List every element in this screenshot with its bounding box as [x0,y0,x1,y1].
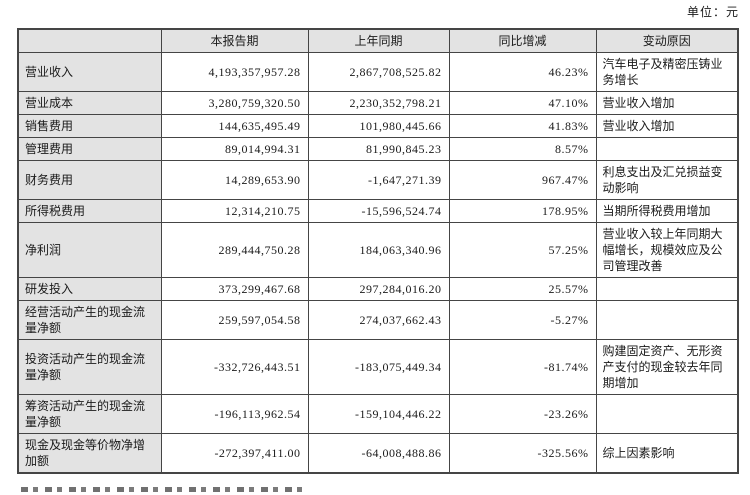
truncated-text-line [21,487,304,492]
current-period-value: 4,193,357,957.28 [160,52,309,92]
row-label: 净利润 [17,222,162,278]
prior-period-value: -64,008,488.86 [307,433,450,474]
current-period-value: 12,314,210.75 [160,199,309,223]
header-yoy-change: 同比增减 [448,28,597,53]
table-row: 营业成本 3,280,759,320.50 2,230,352,798.21 4… [17,91,739,115]
table-body: 营业收入 4,193,357,957.28 2,867,708,525.82 4… [17,52,739,474]
current-period-value: 3,280,759,320.50 [160,91,309,115]
current-period-value: 144,635,495.49 [160,114,309,138]
change-reason [595,277,739,301]
row-label: 经营活动产生的现金流量净额 [17,300,162,340]
change-reason [595,137,739,161]
current-period-value: 289,444,750.28 [160,222,309,278]
yoy-change-value: 967.47% [448,160,597,200]
change-reason: 汽车电子及精密压铸业务增长 [595,52,739,92]
row-label: 研发投入 [17,277,162,301]
current-period-value: -196,113,962.54 [160,394,309,434]
row-label: 财务费用 [17,160,162,200]
yoy-change-value: 8.57% [448,137,597,161]
header-prior-period: 上年同期 [307,28,450,53]
yoy-change-value: 178.95% [448,199,597,223]
change-reason: 当期所得税费用增加 [595,199,739,223]
table-row: 管理费用 89,014,994.31 81,990,845.23 8.57% [17,137,739,161]
header-current-period: 本报告期 [160,28,309,53]
yoy-change-value: -325.56% [448,433,597,474]
table-row: 所得税费用 12,314,210.75 -15,596,524.74 178.9… [17,199,739,223]
unit-label: 单位：元 [686,5,739,19]
prior-period-value: 297,284,016.20 [307,277,450,301]
yoy-change-value: -5.27% [448,300,597,340]
yoy-change-value: 25.57% [448,277,597,301]
table-row: 现金及现金等价物净增加额 -272,397,411.00 -64,008,488… [17,433,739,474]
table-row: 研发投入 373,299,467.68 297,284,016.20 25.57… [17,277,739,301]
change-reason: 营业收入较上年同期大幅增长，规模效应及公司管理改善 [595,222,739,278]
prior-period-value: -159,104,446.22 [307,394,450,434]
prior-period-value: 184,063,340.96 [307,222,450,278]
yoy-change-value: 41.83% [448,114,597,138]
row-label: 营业成本 [17,91,162,115]
prior-period-value: 101,980,445.66 [307,114,450,138]
yoy-change-value: -81.74% [448,339,597,395]
row-label: 现金及现金等价物净增加额 [17,433,162,474]
prior-period-value: 274,037,662.43 [307,300,450,340]
table-row: 营业收入 4,193,357,957.28 2,867,708,525.82 4… [17,52,739,92]
current-period-value: 373,299,467.68 [160,277,309,301]
change-reason: 营业收入增加 [595,91,739,115]
yoy-change-value: 46.23% [448,52,597,92]
prior-period-value: 2,867,708,525.82 [307,52,450,92]
table-row: 经营活动产生的现金流量净额 259,597,054.58 274,037,662… [17,300,739,340]
prior-period-value: -183,075,449.34 [307,339,450,395]
current-period-value: 14,289,653.90 [160,160,309,200]
prior-period-value: -1,647,271.39 [307,160,450,200]
prior-period-value: 2,230,352,798.21 [307,91,450,115]
change-reason [595,394,739,434]
table-row: 财务费用 14,289,653.90 -1,647,271.39 967.47%… [17,160,739,200]
row-label: 营业收入 [17,52,162,92]
change-reason: 营业收入增加 [595,114,739,138]
yoy-change-value: 57.25% [448,222,597,278]
table-header-row: 本报告期 上年同期 同比增减 变动原因 [17,28,739,53]
change-reason: 利息支出及汇兑损益变动影响 [595,160,739,200]
yoy-change-value: -23.26% [448,394,597,434]
current-period-value: 89,014,994.31 [160,137,309,161]
change-reason [595,300,739,340]
row-label: 筹资活动产生的现金流量净额 [17,394,162,434]
current-period-value: 259,597,054.58 [160,300,309,340]
table-row: 投资活动产生的现金流量净额 -332,726,443.51 -183,075,4… [17,339,739,395]
table-row: 销售费用 144,635,495.49 101,980,445.66 41.83… [17,114,739,138]
table-row: 筹资活动产生的现金流量净额 -196,113,962.54 -159,104,4… [17,394,739,434]
yoy-change-value: 47.10% [448,91,597,115]
header-change-reason: 变动原因 [595,28,739,53]
financial-summary-table: 本报告期 上年同期 同比增减 变动原因 营业收入 4,193,357,957.2… [17,28,739,474]
header-item [17,28,162,53]
current-period-value: -272,397,411.00 [160,433,309,474]
prior-period-value: -15,596,524.74 [307,199,450,223]
row-label: 所得税费用 [17,199,162,223]
prior-period-value: 81,990,845.23 [307,137,450,161]
current-period-value: -332,726,443.51 [160,339,309,395]
row-label: 投资活动产生的现金流量净额 [17,339,162,395]
row-label: 销售费用 [17,114,162,138]
row-label: 管理费用 [17,137,162,161]
change-reason: 购建固定资产、无形资产支付的现金较去年同期增加 [595,339,739,395]
change-reason: 综上因素影响 [595,433,739,474]
table-row: 净利润 289,444,750.28 184,063,340.96 57.25%… [17,222,739,278]
